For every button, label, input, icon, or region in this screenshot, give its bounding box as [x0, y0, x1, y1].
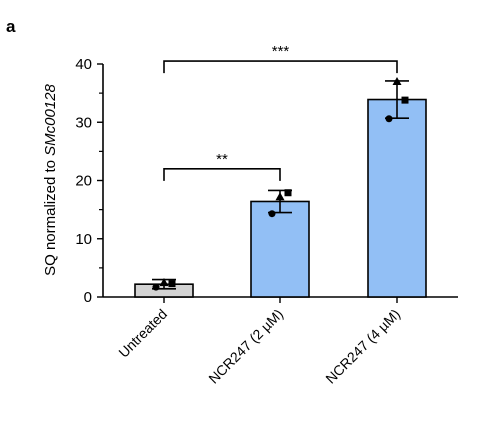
- data-point-circle: [152, 283, 160, 291]
- significance-bracket: [163, 60, 398, 74]
- significance-label: **: [216, 151, 228, 168]
- x-tick-label: NCR247 (4 µM): [322, 306, 403, 387]
- y-axis-title-prefix: SQ normalized to: [42, 156, 59, 276]
- plot-area: 0 10 20 30 40 Untreated NCR247 (2 µM) NCR247 (4…: [75, 43, 458, 387]
- y-axis-title: SQ normalized to SMc00128: [42, 83, 59, 275]
- data-point-circle: [385, 115, 393, 123]
- y-tick-label: 10: [75, 231, 92, 248]
- x-tick-label: NCR247 (2 µM): [205, 306, 286, 387]
- significance-bracket: [163, 168, 281, 181]
- y-tick-label: 0: [84, 289, 92, 306]
- data-point-square: [284, 189, 292, 197]
- data-point-square: [401, 96, 409, 104]
- y-axis-title-gene: SMc00128: [42, 83, 59, 155]
- y-tick-label: 30: [75, 114, 92, 131]
- data-point-circle: [268, 210, 276, 218]
- x-tick-label: Untreated: [115, 306, 170, 361]
- y-tick-label: 40: [75, 56, 92, 73]
- panel-letter: a: [6, 17, 16, 36]
- significance-label: ***: [272, 43, 290, 60]
- bar: [250, 200, 310, 298]
- data-point-triangle: [392, 76, 402, 85]
- bar: [367, 98, 427, 298]
- data-point-triangle: [159, 277, 169, 286]
- data-point-square: [168, 280, 176, 288]
- y-tick-label: 20: [75, 173, 92, 190]
- data-point-triangle: [275, 192, 285, 201]
